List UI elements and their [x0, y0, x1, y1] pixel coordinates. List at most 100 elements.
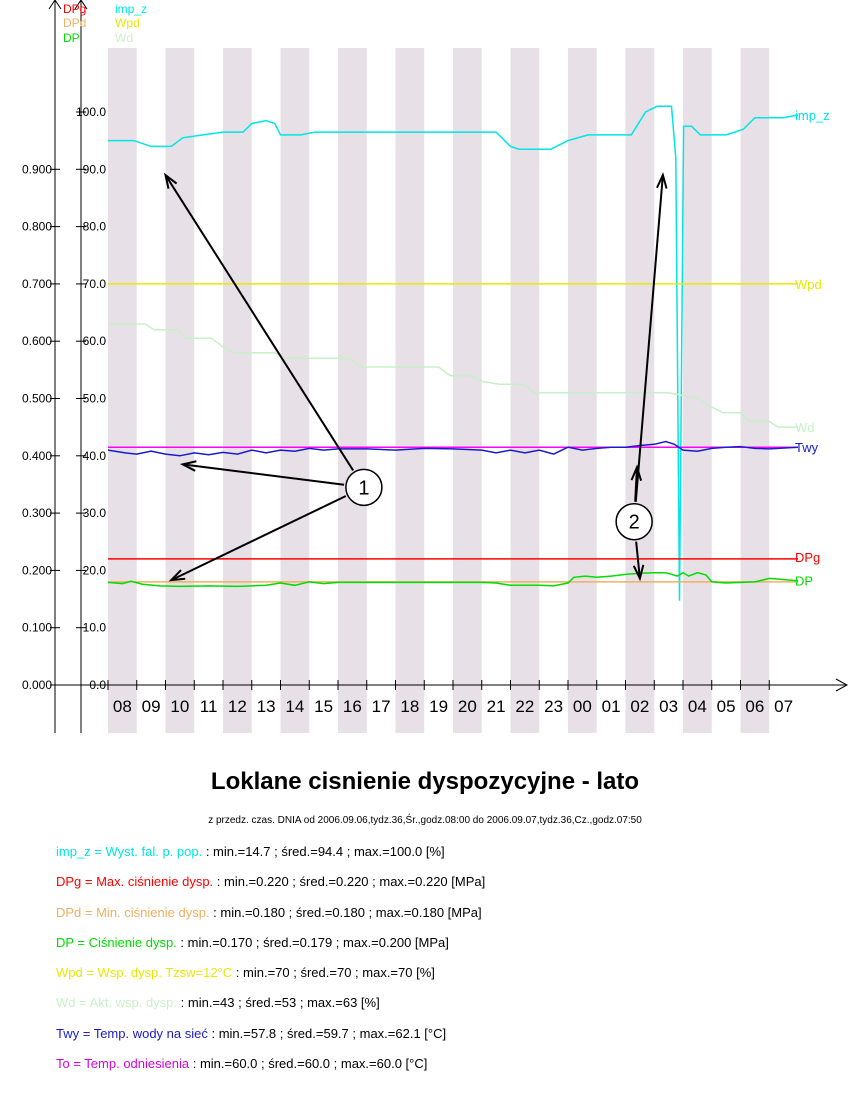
- annotation-label: 2: [629, 512, 640, 534]
- top-series-label: DP: [63, 31, 80, 45]
- top-series-label: DPd: [63, 16, 86, 30]
- legend-key: DPd = Min. ciśnienie dysp.: [56, 904, 210, 920]
- right-tick-label: 100.0: [76, 105, 106, 119]
- legend-stats: : min.=43 ; śred.=53 ; max.=63 [%]: [177, 995, 380, 1011]
- left-tick-label: 0.500: [22, 392, 52, 406]
- right-tick-label: 80.0: [83, 220, 107, 234]
- series-line-DP: [107, 571, 799, 588]
- hour-band: [683, 48, 712, 733]
- chart-title: Loklane cisnienie dyspozycyjne - lato: [210, 768, 640, 795]
- right-tick-label: 50.0: [83, 392, 107, 406]
- annotation-label: 1: [358, 477, 369, 499]
- hour-band: [568, 48, 597, 733]
- x-tick-label: 19: [429, 697, 448, 716]
- series-line-Wd: [108, 323, 798, 428]
- series-end-label-DPg: DPg: [795, 550, 820, 565]
- x-tick-label: 02: [630, 697, 649, 716]
- annotation-circle: [615, 502, 653, 541]
- x-tick-label: 01: [602, 697, 621, 716]
- top-series-label: Wd: [115, 31, 133, 45]
- hour-band: [165, 48, 195, 733]
- annotation-arrowhead: [632, 564, 645, 582]
- hour-band: [625, 48, 655, 733]
- series-line-imp_z: [108, 105, 799, 601]
- chart-subtitle: z przedz. czas. DNIA od 2006.09.06,tydz.…: [208, 815, 642, 826]
- x-tick-label: 10: [170, 697, 189, 716]
- x-tick-label: 07: [774, 697, 793, 716]
- legend-row-to: To = Temp. odniesienia : min.=60.0 ; śre…: [56, 1054, 485, 1084]
- series-end-label-imp_z: imp_z: [795, 108, 830, 123]
- legend-stats: : min.=0.220 ; śred.=0.220 ; max.=0.220 …: [213, 874, 486, 890]
- legend-key: To = Temp. odniesienia: [56, 1056, 190, 1072]
- x-tick-label: 14: [285, 697, 304, 716]
- annotation-arrow: [164, 174, 354, 471]
- legend-row-wd: Wd = Akt. wsp. dysp. : min.=43 ; śred.=5…: [56, 993, 485, 1023]
- hour-band: [453, 48, 482, 733]
- hour-band: [740, 48, 770, 733]
- x-tick-label: 08: [113, 697, 132, 716]
- x-tick-label: 13: [257, 697, 276, 716]
- legend-row-dp: DP = Ciśnienie dysp. : min.=0.170 ; śred…: [56, 933, 485, 963]
- legend-row-dpd: DPd = Min. ciśnienie dysp. : min.=0.180 …: [56, 903, 485, 933]
- legend-row-imp-z: imp_z = Wyst. fal. p. pop. : min.=14.7 ;…: [56, 842, 485, 872]
- legend-stats: : min.=14.7 ; śred.=94.4 ; max.=100.0 [%…: [202, 844, 445, 859]
- x-tick-label: 17: [372, 697, 391, 716]
- legend-key: Twy = Temp. wody na sieć: [56, 1025, 208, 1041]
- right-tick-label: 60.0: [83, 334, 107, 348]
- annotation-arrow: [182, 463, 345, 486]
- hour-band: [280, 48, 310, 733]
- x-tick-label: 20: [458, 697, 477, 716]
- annotation-arrowhead: [168, 569, 186, 582]
- hour-band: [338, 48, 367, 733]
- series-end-label-Wpd: Wpd: [795, 277, 822, 292]
- x-tick-label: 12: [228, 697, 247, 716]
- hour-band: [510, 48, 540, 733]
- chart: 0.0000.1000.2000.3000.4000.5000.6000.700…: [22, 0, 849, 733]
- legend-key: imp_z = Wyst. fal. p. pop.: [56, 844, 203, 859]
- legend-stats: : min.=0.170 ; śred.=0.179 ; max.=0.200 …: [176, 934, 449, 950]
- right-tick-label: 20.0: [83, 563, 107, 577]
- series-line-Twy: [107, 440, 799, 457]
- legend-stats: : min.=60.0 ; śred.=60.0 ; max.=60.0 [°C…: [189, 1056, 428, 1072]
- legend: imp_z = Wyst. fal. p. pop. : min.=14.7 ;…: [56, 842, 485, 1084]
- x-tick-label: 16: [343, 697, 362, 716]
- legend-key: Wd = Akt. wsp. dysp.: [56, 995, 178, 1011]
- x-tick-label: 21: [487, 697, 506, 716]
- legend-key: DP = Ciśnienie dysp.: [56, 934, 177, 950]
- left-tick-label: 0.100: [22, 621, 52, 635]
- right-tick-label: 0.0: [89, 678, 106, 692]
- left-tick-label: 0.200: [22, 563, 52, 577]
- legend-row-wpd: Wpd = Wsp. dysp. Tzsw=12°C : min.=70 ; ś…: [56, 963, 485, 993]
- left-axis-arrow: [48, 0, 62, 10]
- annotation-arrowhead: [630, 464, 643, 481]
- left-tick-label: 0.400: [22, 449, 52, 463]
- left-tick-label: 0.900: [22, 162, 52, 176]
- annotation-circle: [345, 468, 383, 507]
- x-tick-label: 18: [400, 697, 419, 716]
- annotation-arrowhead: [179, 460, 197, 472]
- x-tick-label: 05: [717, 697, 736, 716]
- top-series-label: DPg: [63, 2, 86, 16]
- annotation-arrow: [170, 495, 347, 582]
- legend-row-dpg: DPg = Max. ciśnienie dysp. : min.=0.220 …: [56, 872, 485, 902]
- right-tick-label: 40.0: [83, 449, 107, 463]
- left-tick-label: 0.800: [22, 220, 52, 234]
- left-tick-label: 0.000: [22, 678, 52, 692]
- annotation-arrow: [635, 541, 641, 579]
- legend-stats: : min.=57.8 ; śred.=59.7 ; max.=62.1 [°C…: [207, 1025, 447, 1041]
- legend-key: DPg = Max. ciśnienie dysp.: [56, 874, 214, 890]
- left-tick-label: 0.600: [22, 334, 52, 348]
- right-tick-label: 70.0: [83, 277, 107, 291]
- legend-row-twy: Twy = Temp. wody na sieć : min.=57.8 ; ś…: [56, 1024, 485, 1054]
- legend-stats: : min.=0.180 ; śred.=0.180 ; max.=0.180 …: [209, 904, 482, 920]
- right-tick-label: 10.0: [83, 621, 107, 635]
- right-axis-arrow: [74, 0, 88, 10]
- x-tick-label: 04: [688, 697, 707, 716]
- right-tick-label: 90.0: [83, 162, 107, 176]
- hour-band: [223, 48, 252, 733]
- series-end-label-Wd: Wd: [795, 420, 815, 435]
- x-tick-label: 23: [544, 697, 563, 716]
- x-tick-label: 11: [200, 697, 218, 716]
- x-tick-label: 15: [314, 697, 333, 716]
- left-tick-label: 0.700: [22, 277, 52, 291]
